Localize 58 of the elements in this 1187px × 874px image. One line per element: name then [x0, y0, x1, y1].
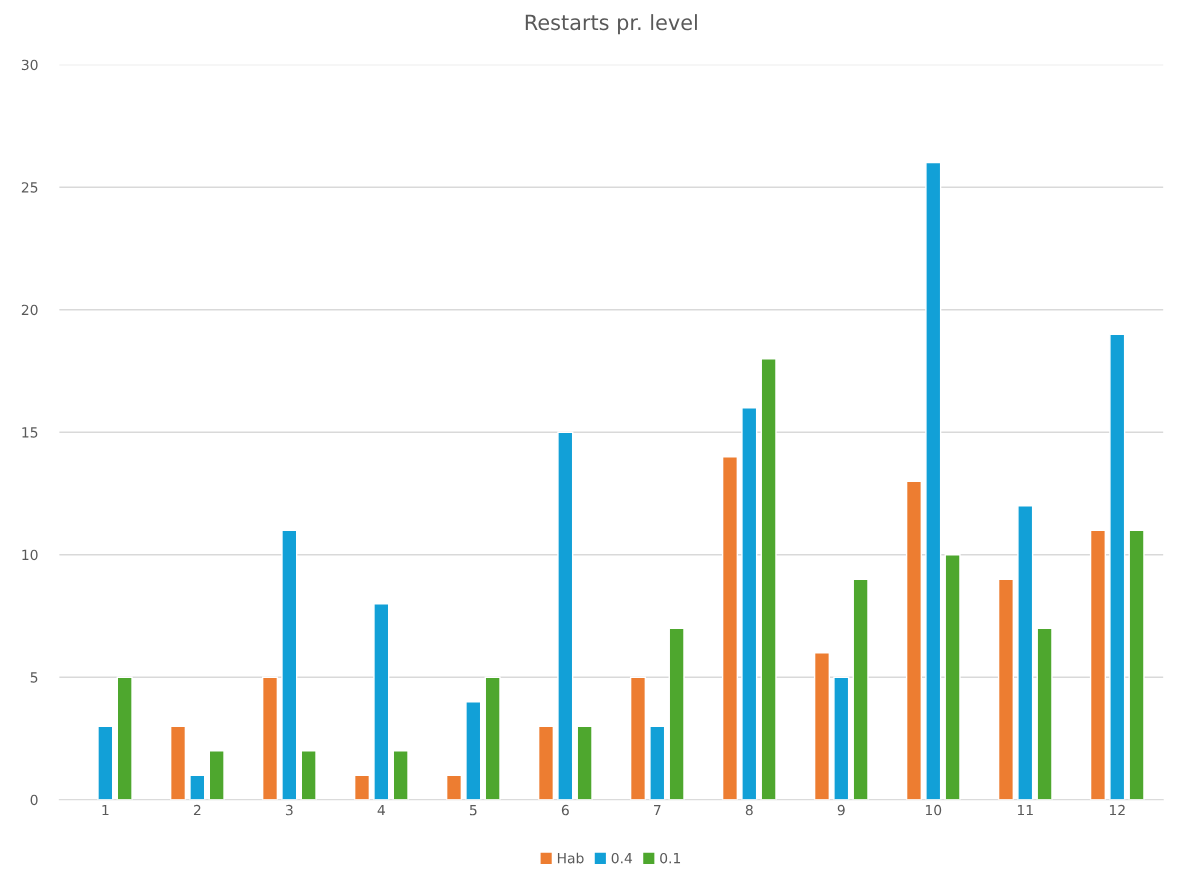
bar — [208, 750, 225, 800]
legend-label: 0.4 — [611, 852, 633, 864]
y-tick-label: 5 — [30, 672, 38, 683]
x-tick-label: 12 — [1109, 804, 1125, 816]
legend-label: 0.1 — [660, 852, 681, 864]
y-tick-label: 0 — [30, 794, 38, 806]
y-tick-label: 20 — [21, 304, 38, 316]
bar — [373, 603, 390, 800]
legend-label: Hab — [557, 852, 584, 864]
bar — [1036, 627, 1053, 800]
x-tick-label: 10 — [925, 804, 942, 816]
x-tick-label: 11 — [1017, 805, 1033, 816]
bar — [169, 725, 187, 800]
bar — [905, 480, 923, 800]
bar — [445, 774, 463, 800]
bar — [997, 578, 1015, 800]
chart-title: Restarts pr. level — [525, 14, 697, 35]
bar — [1109, 333, 1126, 800]
x-tick-label: 1 — [102, 805, 109, 816]
x-tick-label: 2 — [193, 804, 201, 816]
bar — [852, 578, 869, 800]
bar — [300, 750, 317, 800]
x-tick-label: 4 — [377, 805, 385, 816]
bar — [944, 554, 961, 800]
bar — [833, 676, 850, 800]
y-tick-label: 10 — [22, 549, 38, 561]
bar — [557, 431, 574, 800]
bar — [484, 676, 501, 800]
bar — [261, 676, 279, 800]
y-tick-label: 15 — [22, 427, 38, 438]
x-tick-label: 6 — [561, 804, 569, 816]
x-tick-label: 7 — [654, 805, 661, 816]
x-tick-label: 8 — [745, 804, 753, 816]
y-tick-label: 30 — [21, 59, 38, 71]
bar — [629, 676, 647, 800]
x-tick-label: 9 — [837, 804, 845, 816]
bar — [97, 725, 114, 800]
bar — [925, 161, 942, 800]
bar — [649, 725, 666, 800]
bar — [189, 774, 206, 800]
x-tick-label: 3 — [285, 804, 293, 816]
bar — [668, 627, 685, 800]
bar — [392, 750, 409, 800]
bar — [1089, 529, 1106, 800]
bar — [1128, 529, 1145, 800]
bar — [116, 676, 133, 800]
bar — [813, 652, 831, 800]
bar — [281, 529, 298, 800]
bar — [760, 357, 777, 800]
bar — [353, 774, 371, 800]
bar — [576, 725, 593, 800]
y-tick-label: 25 — [21, 182, 38, 193]
x-tick-label: 5 — [469, 805, 477, 816]
bar — [741, 406, 758, 800]
bar — [537, 725, 555, 800]
bar — [721, 455, 739, 800]
bar — [465, 701, 482, 800]
bar — [1017, 505, 1034, 800]
